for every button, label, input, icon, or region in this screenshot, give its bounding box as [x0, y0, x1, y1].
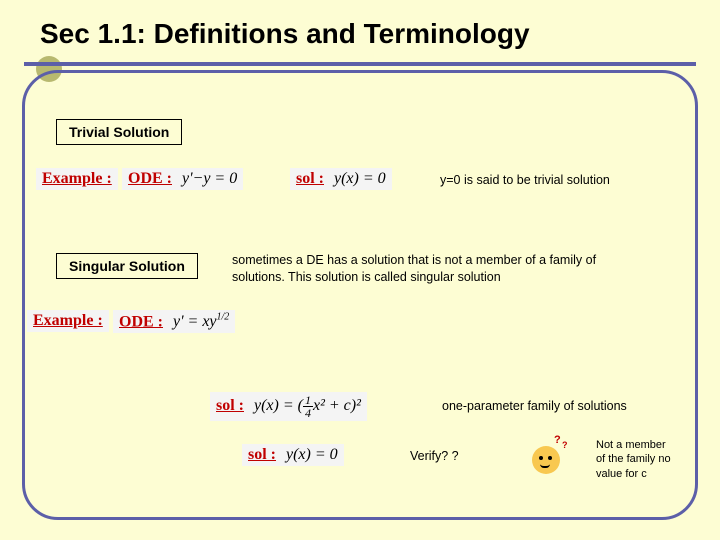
sol-1: sol : y(x) = 0 [290, 168, 392, 190]
title-underline [24, 62, 696, 66]
ode-1-expr: y'−y = 0 [182, 170, 237, 187]
sol-3: sol : y(x) = 0 [242, 444, 344, 466]
sol-2-expr: y(x) = (14x² + c)² [254, 397, 361, 414]
example-label-1: Example : [36, 168, 118, 190]
verify-text: Verify? ? [410, 448, 459, 465]
ode-label: ODE : [128, 170, 172, 187]
example-text: Example : [42, 170, 112, 187]
sol-label-3: sol : [248, 446, 276, 463]
ode-1: ODE : y'−y = 0 [122, 168, 243, 190]
trivial-label-box: Trivial Solution [56, 119, 182, 145]
trivial-note: y=0 is said to be trivial solution [440, 172, 610, 189]
singular-label-box: Singular Solution [56, 253, 198, 279]
sol-label-2: sol : [216, 397, 244, 414]
ode-2: ODE : y' = xy1/2 [113, 310, 235, 333]
sol-3-expr: y(x) = 0 [286, 446, 338, 463]
ode-label-2: ODE : [119, 313, 163, 330]
singular-note: sometimes a DE has a solution that is no… [232, 252, 652, 286]
family-note: one-parameter family of solutions [442, 398, 627, 415]
sol-label: sol : [296, 170, 324, 187]
example-text-2: Example : [33, 312, 103, 329]
ode-2-expr: y' = xy1/2 [173, 313, 229, 330]
example-label-2: Example : [27, 310, 109, 332]
sol-2: sol : y(x) = (14x² + c)² [210, 392, 367, 421]
slide-title: Sec 1.1: Definitions and Terminology [40, 18, 530, 50]
thinking-face-icon: ? ? [530, 436, 572, 476]
not-member-note: Not a member of the family no value for … [596, 438, 671, 481]
sol-1-expr: y(x) = 0 [334, 170, 386, 187]
